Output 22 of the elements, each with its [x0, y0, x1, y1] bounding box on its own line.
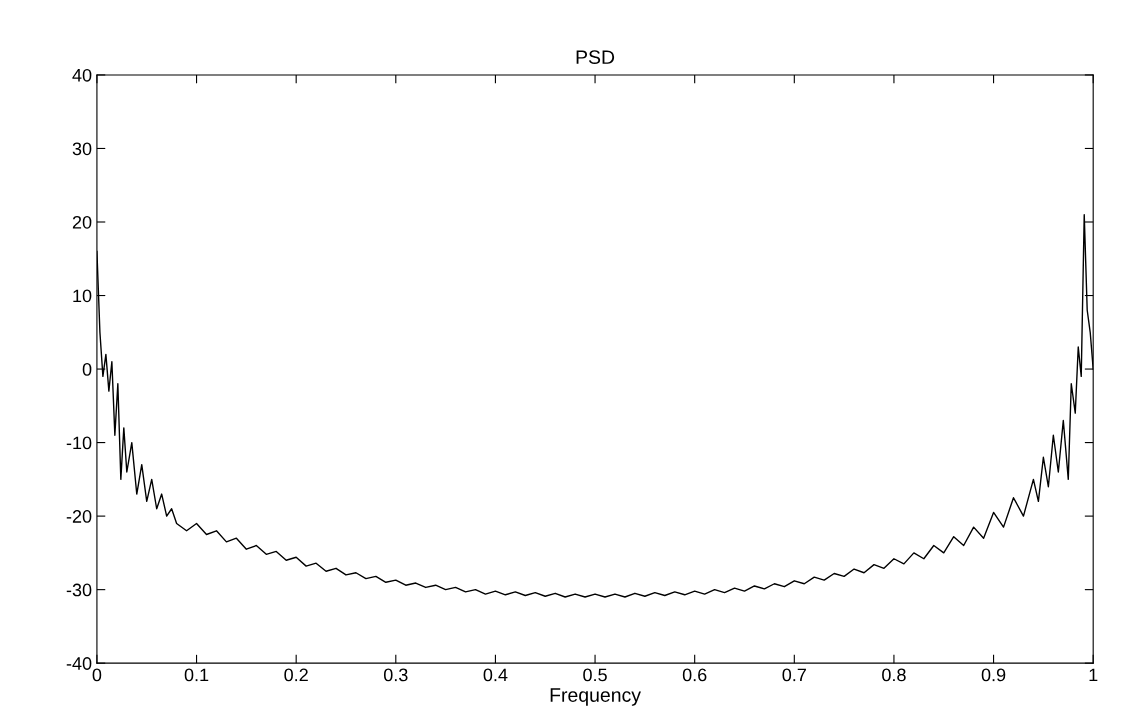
x-tick-label: 0.4 — [483, 668, 508, 682]
x-tick-label: 0.1 — [184, 668, 209, 682]
x-tick-label: 1 — [1089, 668, 1098, 682]
x-tick-label: 0.2 — [284, 668, 308, 682]
y-tick-label: 0 — [82, 362, 92, 376]
y-tick-label: -20 — [66, 510, 92, 523]
y-tick-label: 20 — [72, 215, 92, 229]
y-tick-label: 40 — [72, 68, 92, 82]
x-tick-label: 0.3 — [383, 668, 408, 682]
y-tick-label: -40 — [66, 657, 92, 670]
x-tick-label: 0.5 — [583, 668, 607, 682]
y-tick-label: -10 — [66, 436, 92, 450]
y-tick-label: -30 — [66, 583, 92, 597]
x-tick-label: 0.6 — [682, 668, 707, 682]
chart-title: PSD — [576, 50, 615, 65]
x-axis-title: Frequency — [550, 688, 641, 706]
y-tick-label: 30 — [72, 142, 92, 156]
x-tick-label: 0 — [92, 668, 102, 682]
y-tick-label: 10 — [73, 289, 92, 303]
x-tick-label: 0.7 — [782, 668, 806, 682]
x-tick-label: 0.8 — [882, 668, 906, 682]
x-tick-label: 0.9 — [981, 668, 1006, 682]
